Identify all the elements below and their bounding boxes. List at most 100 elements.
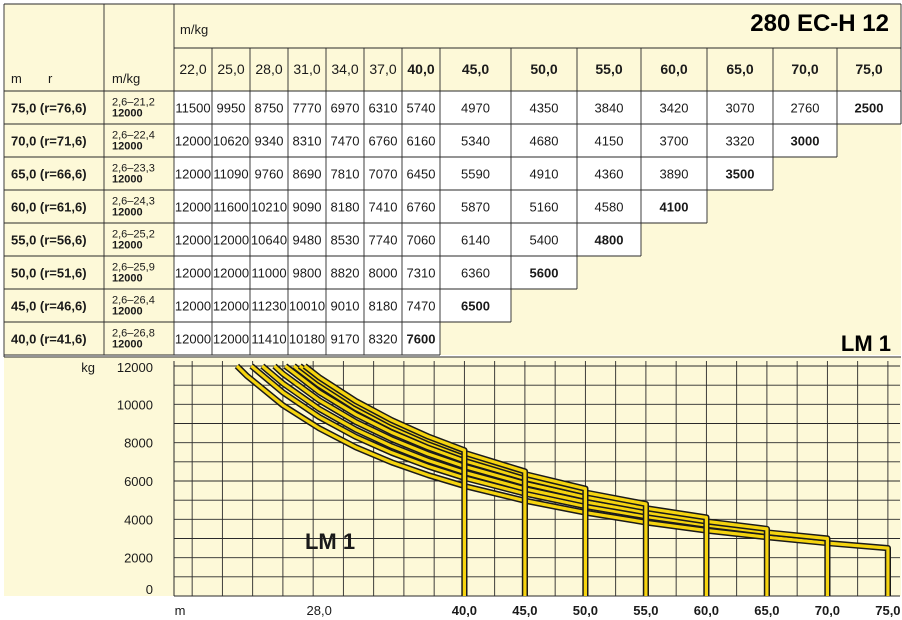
row-background <box>174 190 707 223</box>
empty-region <box>773 157 901 190</box>
load-cell: 2760 <box>791 101 820 116</box>
y-tick-label: 2000 <box>124 551 153 566</box>
load-cell: 3070 <box>726 101 755 116</box>
load-cell: 9800 <box>293 266 322 281</box>
jib-length-label: 50,0 (r=51,6) <box>11 266 87 281</box>
radius-header: 28,0 <box>255 61 282 77</box>
load-curve-jib-55 <box>284 364 648 596</box>
load-cell: 8180 <box>369 299 398 314</box>
load-cell: 8530 <box>331 233 360 248</box>
load-cell: 8690 <box>293 167 322 182</box>
max-load: 12000 <box>112 207 143 219</box>
curve-group <box>234 363 891 596</box>
y-tick-label: 12000 <box>117 360 153 375</box>
max-load: 12000 <box>112 240 143 252</box>
max-load: 12000 <box>112 273 143 285</box>
load-cell: 4680 <box>530 134 559 149</box>
load-cell: 3500 <box>726 167 755 182</box>
radius-header: 50,0 <box>530 61 557 77</box>
header-r: r <box>48 71 53 86</box>
row-background <box>174 256 577 289</box>
load-cell: 5870 <box>461 200 490 215</box>
load-cell: 12000 <box>175 266 211 281</box>
load-cell: 12000 <box>213 299 249 314</box>
load-cell: 10210 <box>251 200 287 215</box>
x-tick-label: 28,0 <box>307 603 332 618</box>
load-table: m/kg m r m/kg 22,0 25,0 28,0 31,0 34,0 37,0 40,0 45… <box>3 3 902 358</box>
load-cell: 4360 <box>595 167 624 182</box>
load-cell: 4910 <box>530 167 559 182</box>
x-tick-label: 65,0 <box>754 603 779 618</box>
radius-range: 2,6–23,3 <box>112 163 155 175</box>
load-cell: 12000 <box>175 134 211 149</box>
jib-length-label: 40,0 (r=41,6) <box>11 332 87 347</box>
load-cell: 10640 <box>251 233 287 248</box>
load-cell: 12000 <box>175 299 211 314</box>
jib-length-label: 75,0 (r=76,6) <box>11 101 87 116</box>
header-mkg: m/kg <box>180 22 208 37</box>
load-cell: 11230 <box>251 299 286 314</box>
load-cell: 7740 <box>369 233 398 248</box>
load-curve-jib-60 <box>273 364 708 596</box>
load-cell: 3320 <box>726 134 755 149</box>
load-cell: 6760 <box>407 200 436 215</box>
x-tick-label: 75,0 <box>875 603 900 618</box>
load-cell: 9170 <box>331 332 360 347</box>
row-background <box>174 223 641 256</box>
load-cell: 5590 <box>461 167 490 182</box>
empty-region <box>577 256 901 289</box>
radius-header: 70,0 <box>791 61 818 77</box>
load-cell: 5340 <box>461 134 490 149</box>
x-axis-label: m <box>175 603 186 618</box>
header-m: m <box>11 71 22 86</box>
radius-range: 2,6–22,4 <box>112 130 155 142</box>
load-cell: 8320 <box>369 332 398 347</box>
load-cell: 9950 <box>217 101 246 116</box>
radius-header: 40,0 <box>407 61 434 77</box>
load-cell: 6500 <box>461 299 490 314</box>
jib-length-label: 65,0 (r=66,6) <box>11 167 87 182</box>
load-cell: 7070 <box>369 167 398 182</box>
load-cell: 4970 <box>461 101 490 116</box>
row-background <box>174 157 773 190</box>
load-cell: 10620 <box>213 134 249 149</box>
max-load: 12000 <box>112 339 143 351</box>
load-cell: 9760 <box>255 167 284 182</box>
empty-region <box>707 190 901 223</box>
load-cell: 12000 <box>175 233 211 248</box>
load-cell: 11090 <box>213 167 248 182</box>
y-tick-label: 4000 <box>124 512 153 527</box>
radius-header: 60,0 <box>660 61 687 77</box>
row-background <box>174 289 511 322</box>
load-cell: 10180 <box>289 332 325 347</box>
load-cell: 5400 <box>530 233 559 248</box>
y-tick-label: 0 <box>146 582 153 597</box>
load-cell: 5600 <box>530 266 559 281</box>
load-mode-label-top: LM 1 <box>841 331 891 356</box>
radius-header: 75,0 <box>855 61 882 77</box>
load-cell: 12000 <box>213 233 249 248</box>
x-tick-label: 55,0 <box>633 603 658 618</box>
load-cell: 8000 <box>369 266 398 281</box>
header-panel <box>4 4 901 91</box>
radius-range: 2,6–26,4 <box>112 295 155 307</box>
empty-region <box>440 322 901 355</box>
load-cell: 12000 <box>175 200 211 215</box>
radius-range: 2,6–21,2 <box>112 97 155 109</box>
x-tick-label: 45,0 <box>512 603 537 618</box>
empty-region <box>837 124 901 157</box>
load-cell: 6970 <box>331 101 360 116</box>
load-cell: 6760 <box>369 134 398 149</box>
x-tick-label: 40,0 <box>452 603 477 618</box>
y-axis-label: kg <box>81 360 95 375</box>
load-cell: 11500 <box>175 101 210 116</box>
radius-header: 22,0 <box>179 61 206 77</box>
x-tick-label: 70,0 <box>815 603 840 618</box>
radius-header: 65,0 <box>726 61 753 77</box>
load-cell: 5740 <box>407 101 436 116</box>
load-cell: 8310 <box>293 134 322 149</box>
chart-load-mode-label: LM 1 <box>305 529 355 554</box>
load-cell: 7770 <box>293 101 322 116</box>
x-tick-label: 50,0 <box>573 603 598 618</box>
